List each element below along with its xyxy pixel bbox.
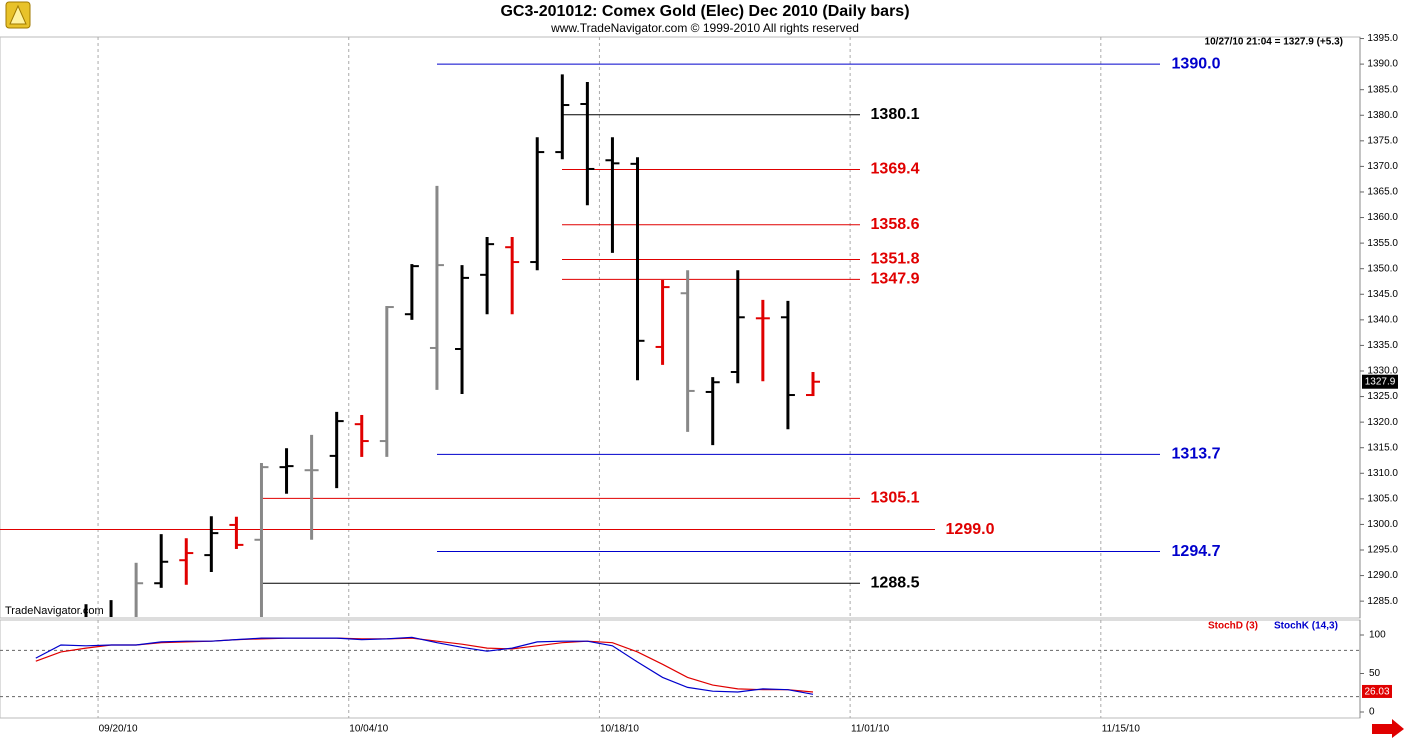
- y-tick-label: 1305.0: [1367, 493, 1398, 504]
- y-tick-label: 1340.0: [1367, 314, 1398, 325]
- y-tick-label: 1315.0: [1367, 442, 1398, 453]
- y-tick-label: 1285.0: [1367, 596, 1398, 607]
- level-label: 1299.0: [946, 521, 995, 538]
- y-tick-label: 1335.0: [1367, 340, 1398, 351]
- y-tick-label: 1295.0: [1367, 545, 1398, 556]
- last-value-box: [1362, 684, 1392, 698]
- y-tick-label: 1355.0: [1367, 238, 1398, 249]
- y-tick-label: 1350.0: [1367, 263, 1398, 274]
- stoch-line: [35, 636, 814, 695]
- x-tick-label: 10/18/10: [600, 724, 639, 735]
- scroll-arrow[interactable]: [1372, 719, 1404, 738]
- y-tick-label: 1330.0: [1367, 366, 1398, 377]
- last-price-box: [1362, 374, 1398, 389]
- quote-info: 10/27/10 21:04 = 1327.9 (+5.3): [1205, 37, 1343, 48]
- last-price-label: 1327.9: [1365, 376, 1396, 387]
- y-tick-label: 1360.0: [1367, 212, 1398, 223]
- level-label: 1358.6: [871, 216, 920, 233]
- level-label: 1380.1: [871, 106, 920, 123]
- y-tick-label: 1345.0: [1367, 289, 1398, 300]
- level-label: 1390.0: [1172, 55, 1221, 72]
- legend-entry: StochK (14,3): [1274, 621, 1338, 632]
- y-tick-label: 1380.0: [1367, 110, 1398, 121]
- level-label: 1288.5: [871, 574, 920, 591]
- x-tick-label: 11/01/10: [851, 724, 890, 735]
- y-tick-label: 50: [1369, 668, 1381, 679]
- level-label: 1369.4: [871, 161, 920, 178]
- y-tick-label: 1395.0: [1367, 33, 1398, 44]
- y-tick-label: 1300.0: [1367, 519, 1398, 530]
- y-tick-label: 1370.0: [1367, 161, 1398, 172]
- watermark: TradeNavigator.com: [5, 605, 104, 617]
- y-tick-label: 0: [1369, 707, 1375, 718]
- x-tick-label: 09/20/10: [99, 724, 138, 735]
- y-tick-label: 1365.0: [1367, 187, 1398, 198]
- level-label: 1351.8: [871, 251, 920, 268]
- level-label: 1294.7: [1172, 543, 1221, 560]
- y-tick-label: 1375.0: [1367, 135, 1398, 146]
- y-tick-label: 1390.0: [1367, 59, 1398, 70]
- level-label: 1313.7: [1172, 446, 1221, 463]
- x-tick-label: 11/15/10: [1102, 724, 1141, 735]
- price-plot: [0, 37, 1160, 618]
- legend-entry: StochD (3): [1208, 621, 1258, 632]
- y-tick-label: 1325.0: [1367, 391, 1398, 402]
- logo: [5, 1, 31, 29]
- y-tick-label: 1385.0: [1367, 84, 1398, 95]
- last-value-label: 26.03: [1364, 687, 1389, 698]
- chart-subtitle: www.TradeNavigator.com © 1999-2010 All r…: [550, 21, 859, 35]
- y-tick-label: 100: [1369, 630, 1386, 641]
- x-tick-label: 10/04/10: [349, 724, 388, 735]
- y-tick-label: 1310.0: [1367, 468, 1398, 479]
- level-label: 1347.9: [871, 271, 920, 288]
- chart-title: GC3-201012: Comex Gold (Elec) Dec 2010 (…: [500, 3, 909, 20]
- y-tick-label: 1290.0: [1367, 570, 1398, 581]
- stoch-plot: [0, 620, 1360, 718]
- y-tick-label: 1320.0: [1367, 417, 1398, 428]
- level-label: 1305.1: [871, 490, 920, 507]
